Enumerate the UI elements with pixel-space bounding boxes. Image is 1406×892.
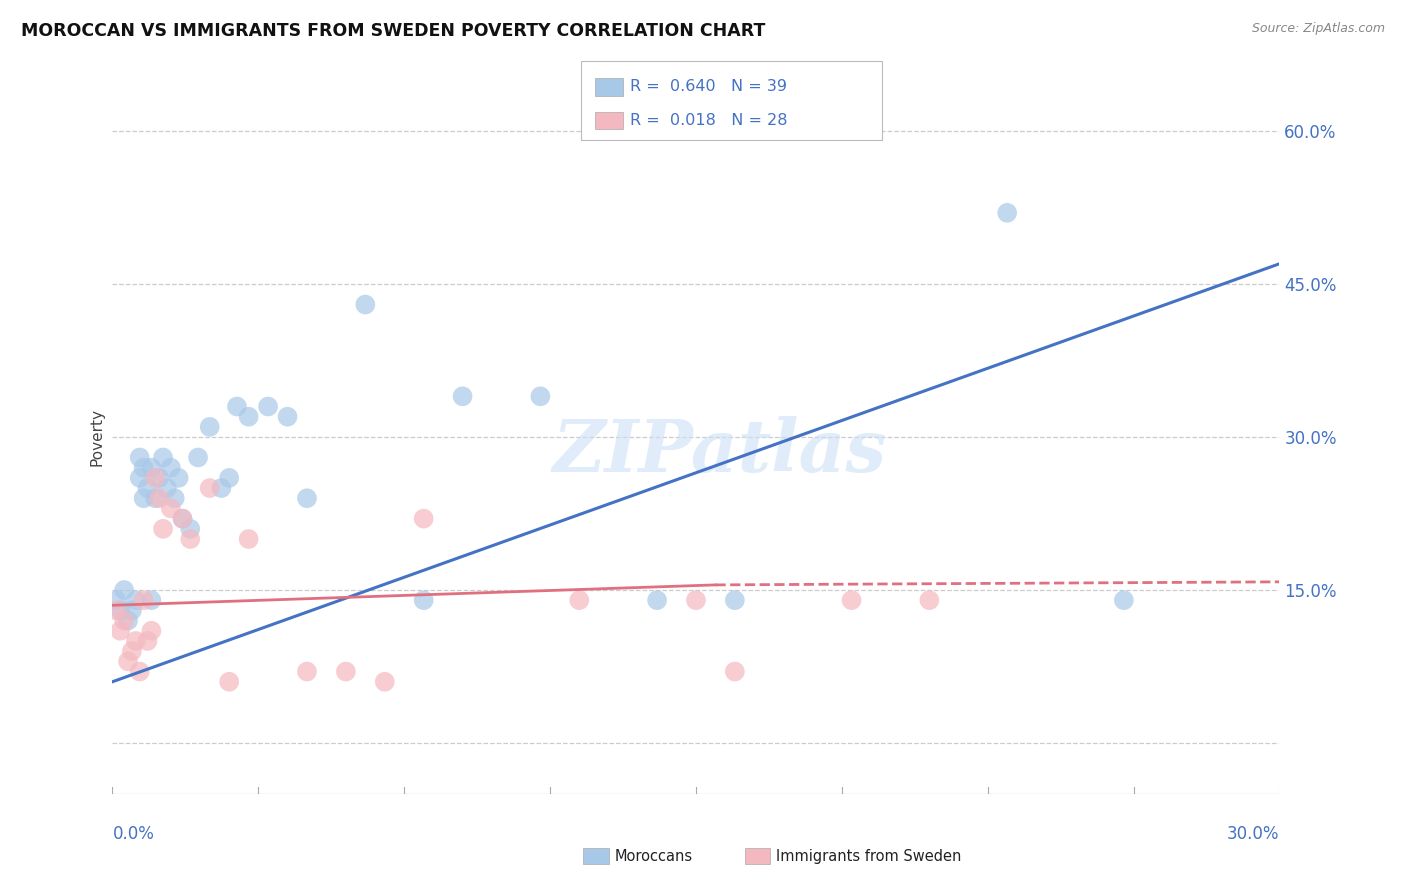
Point xyxy=(136,634,159,648)
Point xyxy=(412,511,434,525)
Point xyxy=(374,674,396,689)
Point xyxy=(121,603,143,617)
Point xyxy=(112,614,135,628)
Point xyxy=(995,206,1018,220)
Point xyxy=(257,400,280,414)
Point xyxy=(354,297,377,311)
Point xyxy=(172,511,194,525)
Point xyxy=(128,450,150,465)
Text: ZIPatlas: ZIPatlas xyxy=(553,416,886,487)
Text: 0.0%: 0.0% xyxy=(112,825,155,843)
Point xyxy=(156,481,179,495)
Point xyxy=(218,471,240,485)
Point xyxy=(1112,593,1135,607)
Point xyxy=(141,593,163,607)
Point xyxy=(125,593,148,607)
Point xyxy=(152,450,174,465)
Point xyxy=(179,522,201,536)
Text: R =  0.640   N = 39: R = 0.640 N = 39 xyxy=(630,79,787,94)
Point xyxy=(918,593,941,607)
Point xyxy=(209,481,232,495)
Point xyxy=(128,665,150,679)
Point xyxy=(451,389,474,403)
Text: 30.0%: 30.0% xyxy=(1227,825,1279,843)
Y-axis label: Poverty: Poverty xyxy=(89,408,104,467)
Point xyxy=(685,593,707,607)
Point xyxy=(110,603,132,617)
Point xyxy=(187,450,209,465)
Point xyxy=(152,522,174,536)
Point xyxy=(117,654,139,668)
Point xyxy=(128,471,150,485)
Point xyxy=(105,593,128,607)
Point xyxy=(132,593,155,607)
Point xyxy=(295,665,318,679)
Point xyxy=(198,481,221,495)
Point xyxy=(167,471,190,485)
Point xyxy=(218,674,240,689)
Point xyxy=(143,491,166,506)
Point xyxy=(568,593,591,607)
Point xyxy=(226,400,249,414)
Point xyxy=(724,593,747,607)
Point xyxy=(132,491,155,506)
Point xyxy=(117,614,139,628)
Point xyxy=(148,471,170,485)
Point xyxy=(295,491,318,506)
Point xyxy=(198,420,221,434)
Text: Moroccans: Moroccans xyxy=(614,849,693,863)
Point xyxy=(412,593,434,607)
Point xyxy=(160,460,183,475)
Point xyxy=(172,511,194,525)
Text: Source: ZipAtlas.com: Source: ZipAtlas.com xyxy=(1251,22,1385,36)
Point xyxy=(276,409,298,424)
Point xyxy=(105,603,128,617)
Point xyxy=(163,491,186,506)
Point xyxy=(141,624,163,638)
Point xyxy=(143,471,166,485)
Point xyxy=(121,644,143,658)
Point xyxy=(841,593,863,607)
Point xyxy=(645,593,668,607)
Point xyxy=(238,409,260,424)
Point xyxy=(179,532,201,546)
Point xyxy=(110,624,132,638)
Text: R =  0.018   N = 28: R = 0.018 N = 28 xyxy=(630,113,787,128)
Point xyxy=(148,491,170,506)
Text: MOROCCAN VS IMMIGRANTS FROM SWEDEN POVERTY CORRELATION CHART: MOROCCAN VS IMMIGRANTS FROM SWEDEN POVER… xyxy=(21,22,765,40)
Point xyxy=(132,460,155,475)
Point xyxy=(238,532,260,546)
Point xyxy=(136,481,159,495)
Point xyxy=(125,634,148,648)
Point xyxy=(160,501,183,516)
Point xyxy=(335,665,357,679)
Point xyxy=(529,389,551,403)
Point xyxy=(112,582,135,597)
Text: Immigrants from Sweden: Immigrants from Sweden xyxy=(776,849,962,863)
Point xyxy=(724,665,747,679)
Point xyxy=(141,460,163,475)
